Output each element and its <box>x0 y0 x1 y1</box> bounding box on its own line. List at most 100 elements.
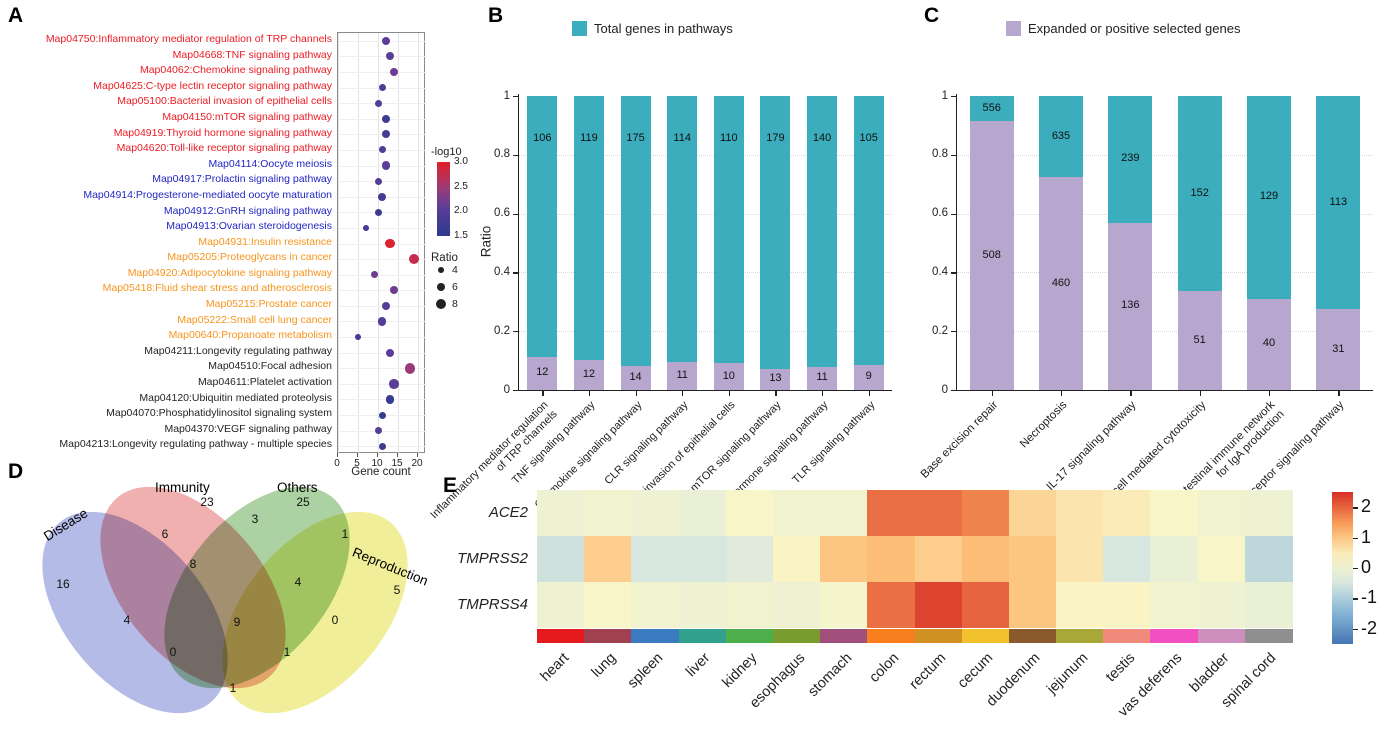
heatmap-cell <box>537 582 585 628</box>
total-genes-count: 119 <box>580 131 598 144</box>
y-axis-tick-mark <box>951 272 956 274</box>
heatmap-cell <box>772 582 821 628</box>
bar-segment-selected <box>853 364 884 390</box>
x-axis-tick-mark <box>1269 391 1271 396</box>
x-axis-tick-label: 20 <box>411 458 423 469</box>
pathway-label: Map04114:Oocyte meiosis <box>208 157 332 170</box>
gridline-horizontal <box>338 181 426 183</box>
heatmap-cell <box>1150 490 1199 536</box>
total-genes-count: 114 <box>673 131 691 144</box>
colorbar-tick-mark <box>1353 628 1358 631</box>
bar-segment-total <box>620 96 651 367</box>
heatmap-cell <box>1197 536 1246 582</box>
heatmap-cell <box>914 582 963 628</box>
bar-segment-selected <box>527 356 558 390</box>
heatmap-cell <box>820 536 868 582</box>
y-axis-tick-label: 0.2 <box>932 324 948 337</box>
venn-region-count: 25 <box>296 495 310 509</box>
total-genes-count: 239 <box>1121 152 1140 165</box>
x-axis-tick-mark <box>357 453 358 457</box>
selected-genes-count: 40 <box>1262 337 1276 350</box>
gene-count-dot <box>381 301 391 310</box>
heatmap-cell <box>725 490 774 536</box>
pathway-label: Map04919:Thyroid hormone signaling pathw… <box>113 126 332 139</box>
gene-count-dot <box>370 271 378 279</box>
pathway-label: Map04917:Prolactin signaling pathway <box>152 173 332 186</box>
venn-region-count: 1 <box>283 645 291 659</box>
colorbar-tick-label: 1 <box>1361 526 1372 547</box>
heatmap-row-label: TMPRSS2 <box>457 550 528 567</box>
y-axis-tick-label: 0.4 <box>932 265 948 278</box>
gene-count-dot <box>378 84 386 92</box>
x-axis-tick-mark <box>1338 391 1340 396</box>
colorbar-tick-mark <box>1353 568 1358 570</box>
x-axis-tick-mark <box>377 453 378 457</box>
ratio-axis-label: Ratio <box>478 225 494 258</box>
heatmap-cell <box>1244 536 1293 582</box>
pathway-label: Map04920:Adipocytokine signaling pathway <box>127 266 332 279</box>
venn-region-count: 4 <box>294 575 302 589</box>
heatmap-cell <box>678 536 727 582</box>
color-legend-title: -log10 <box>431 146 462 158</box>
gridline-horizontal <box>338 274 426 276</box>
selected-genes-count: 9 <box>865 370 872 383</box>
gene-count-dot <box>404 362 416 374</box>
gridline-horizontal <box>338 103 426 105</box>
gene-count-dot <box>374 427 382 435</box>
tissue-color-tile <box>584 629 632 643</box>
heatmap-cell <box>867 536 915 582</box>
gridline-horizontal <box>338 399 426 401</box>
x-axis-tick-mark <box>682 391 684 396</box>
y-axis-tick-label: 0.6 <box>932 207 948 220</box>
venn-region-count: 0 <box>169 645 177 659</box>
heatmap-cell <box>1103 490 1151 536</box>
pathway-label: Map04620:Toll-like receptor signaling pa… <box>116 142 332 155</box>
gene-count-dot <box>378 442 386 450</box>
total-genes-legend-label: Total genes in pathways <box>594 21 733 36</box>
gene-count-dot <box>381 161 391 170</box>
tissue-color-tile <box>961 629 1010 643</box>
total-genes-count: 556 <box>982 101 1001 114</box>
heatmap-cell <box>914 490 963 536</box>
tissue-color-tile <box>725 629 774 643</box>
heatmap-cell <box>961 490 1010 536</box>
bar-segment-total <box>969 96 1014 122</box>
venn-region-count: 9 <box>233 615 241 629</box>
total-genes-count: 105 <box>859 131 878 144</box>
gene-count-dot <box>381 130 391 139</box>
gridline-horizontal <box>338 290 426 292</box>
bar-segment-total <box>713 96 744 364</box>
colorbar-tick-label: 0 <box>1361 557 1372 577</box>
x-axis-tick-mark <box>728 391 730 396</box>
gridline-horizontal <box>338 368 426 370</box>
heatmap-cell <box>678 582 727 628</box>
heatmap-cell <box>867 582 915 628</box>
y-axis-tick-mark <box>951 331 956 333</box>
heatmap-cell <box>631 490 680 536</box>
panel-c-letter: C <box>924 4 940 27</box>
x-axis-tick-mark <box>1130 391 1132 396</box>
y-axis-tick-mark <box>513 96 518 98</box>
bar-segment-total <box>853 96 884 365</box>
bar-segment-selected <box>573 360 604 390</box>
heatmap-cell <box>1103 582 1151 628</box>
x-axis-tick-mark <box>991 391 993 396</box>
bar-segment-total <box>1316 96 1361 310</box>
venn-region-count: 6 <box>161 527 169 541</box>
gene-count-dot <box>355 334 361 340</box>
total-genes-count: 635 <box>1051 129 1071 142</box>
heatmap-cell <box>772 490 821 536</box>
gridline-dotted <box>957 154 1373 156</box>
venn-region-count: 8 <box>189 557 197 571</box>
gridline-dotted <box>519 272 892 274</box>
heatmap-cell <box>914 536 963 582</box>
bar-segment-selected <box>969 121 1014 390</box>
heatmap-cell <box>584 536 632 582</box>
heatmap-cell <box>537 490 585 536</box>
tissue-color-tile <box>537 629 585 643</box>
pathway-label: Map05205:Proteoglycans in cancer <box>167 251 332 264</box>
panel-d-letter: D <box>8 460 24 483</box>
gene-count-dot <box>374 177 382 185</box>
y-axis-tick-mark <box>513 390 518 392</box>
heatmap-cell <box>961 536 1010 582</box>
